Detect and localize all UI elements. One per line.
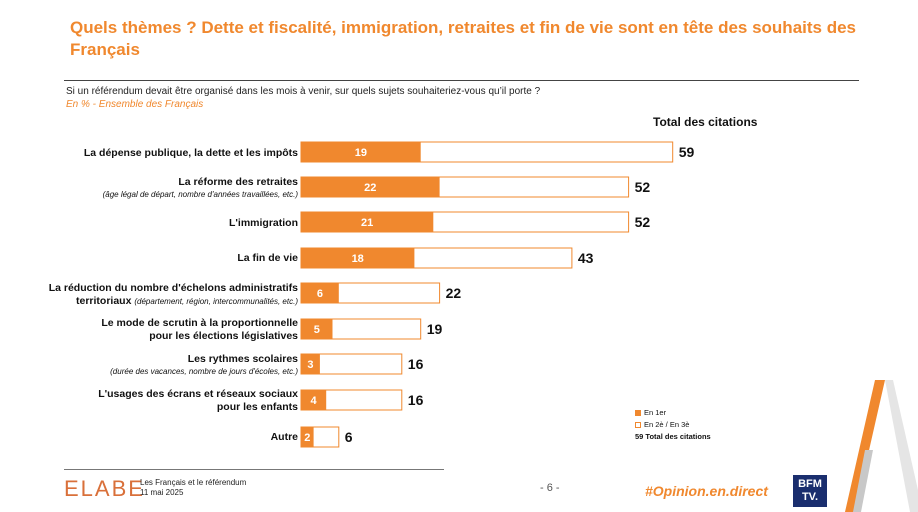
bfm-tv-logo: BFM TV. xyxy=(793,475,827,507)
footer-study-info: Les Français et le référendum 11 mai 202… xyxy=(140,478,246,498)
bar-first xyxy=(301,354,320,374)
data-label-first: 21 xyxy=(361,217,373,229)
bar-first xyxy=(301,390,327,410)
page-title: Quels thèmes ? Dette et fiscalité, immig… xyxy=(70,18,857,59)
data-label-total: 16 xyxy=(408,392,424,408)
category-label-text: Le mode de scrutin à la proportionnelle xyxy=(101,317,298,329)
data-label-total: 19 xyxy=(427,321,443,337)
hashtag: #Opinion.en.direct xyxy=(645,483,768,499)
chart-legend: En 1er En 2è / En 3è 59 Total des citati… xyxy=(635,407,711,443)
data-label-first: 22 xyxy=(364,182,376,194)
bar-first xyxy=(301,319,333,339)
footer-study: Les Français et le référendum xyxy=(140,478,247,487)
survey-question: Si un référendum devait être organisé da… xyxy=(66,86,541,97)
category-label-text: La réforme des retraites xyxy=(178,176,298,188)
data-label-first: 3 xyxy=(307,359,313,371)
category-label-text: pour les élections législatives xyxy=(149,330,298,342)
footer-divider xyxy=(64,469,444,470)
category-label-3: L'immigration xyxy=(229,217,298,230)
category-label-text: La fin de vie xyxy=(237,252,298,264)
category-label-text: L'immigration xyxy=(229,217,298,229)
legend-swatch-first xyxy=(635,410,641,416)
data-label-first: 18 xyxy=(352,253,364,265)
category-note: (âge légal de départ, nombre d'années tr… xyxy=(102,190,298,199)
bar-first xyxy=(301,283,339,303)
category-note: (durée des vacances, nombre de jours d'é… xyxy=(110,367,298,376)
total-column-header: Total des citations xyxy=(653,115,758,129)
data-label-first: 4 xyxy=(311,395,318,407)
data-label-first: 6 xyxy=(317,288,323,300)
bar-first xyxy=(301,142,421,162)
data-label-first: 5 xyxy=(314,324,320,336)
legend-item-first: En 1er xyxy=(635,407,711,419)
legend-label: 59 Total des citations xyxy=(635,432,711,441)
decorative-a-logo-icon xyxy=(845,380,918,512)
category-label-6: Le mode de scrutin à la proportionnelle … xyxy=(101,317,298,343)
header-divider xyxy=(64,80,859,81)
category-label-1: La dépense publique, la dette et les imp… xyxy=(84,147,298,160)
page-number: - 6 - xyxy=(540,482,560,494)
data-label-total: 16 xyxy=(408,356,424,372)
category-label-8: L'usages des écrans et réseaux sociaux p… xyxy=(98,388,298,414)
legend-swatch-second xyxy=(635,422,641,428)
bar-first xyxy=(301,177,440,197)
survey-base: En % - Ensemble des Français xyxy=(66,99,204,110)
data-label-total: 59 xyxy=(679,144,695,160)
bar-first xyxy=(301,212,434,232)
bar-first xyxy=(301,248,415,268)
category-label-4: La fin de vie xyxy=(237,252,298,265)
category-label-text: Autre xyxy=(270,431,298,443)
data-label-total: 43 xyxy=(578,250,594,266)
category-label-7: Les rythmes scolaires (durée des vacance… xyxy=(110,353,298,377)
category-label-5: La réduction du nombre d'échelons admini… xyxy=(49,282,298,308)
elabe-logo: ELABE xyxy=(64,476,145,501)
bar-first xyxy=(301,427,314,447)
footer-date: 11 mai 2025 xyxy=(140,488,184,497)
data-label-total: 6 xyxy=(345,429,353,445)
category-label-text: La dépense publique, la dette et les imp… xyxy=(83,147,298,159)
category-label-9: Autre xyxy=(271,431,298,444)
data-label-first: 19 xyxy=(355,147,367,159)
data-label-total: 52 xyxy=(635,214,651,230)
legend-label: En 2è / En 3è xyxy=(644,420,690,429)
category-label-text: Les rythmes scolaires xyxy=(187,353,298,365)
data-label-first: 2 xyxy=(304,432,310,444)
legend-item-second: En 2è / En 3è xyxy=(635,419,711,431)
data-label-total: 22 xyxy=(446,285,462,301)
legend-item-total: 59 Total des citations xyxy=(635,431,711,443)
category-label-text: La réduction du nombre d'échelons admini… xyxy=(48,282,298,294)
data-label-total: 52 xyxy=(635,179,651,195)
category-label-2: La réforme des retraites (âge légal de d… xyxy=(103,176,298,200)
legend-label: En 1er xyxy=(644,408,667,417)
category-note: (département, région, intercommunalités,… xyxy=(134,297,298,306)
category-label-text: pour les enfants xyxy=(216,401,298,413)
category-label-text: L'usages des écrans et réseaux sociaux xyxy=(98,388,298,400)
category-label-text: territoriaux xyxy=(76,295,132,307)
